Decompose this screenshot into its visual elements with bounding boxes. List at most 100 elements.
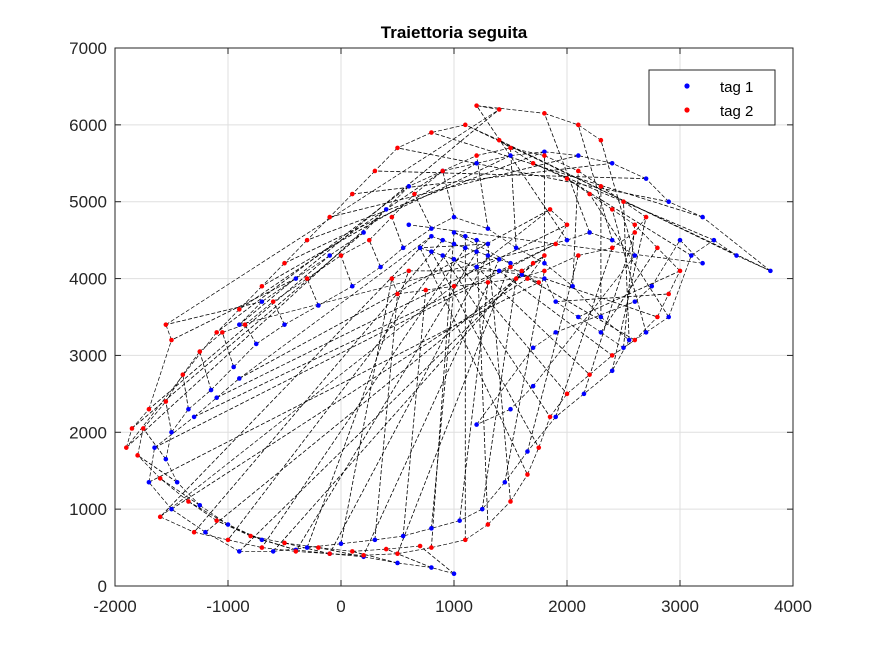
y-tick-label: 7000 bbox=[69, 39, 107, 58]
y-tick-label: 3000 bbox=[69, 346, 107, 365]
trajectory-line bbox=[679, 239, 703, 264]
data-point bbox=[553, 330, 558, 335]
data-point bbox=[643, 176, 649, 181]
series-2 bbox=[124, 103, 683, 558]
connector-line bbox=[476, 266, 590, 375]
data-point bbox=[304, 545, 310, 550]
trajectory-line bbox=[555, 301, 635, 333]
data-point bbox=[270, 549, 276, 554]
trajectory-line bbox=[165, 459, 178, 483]
data-point bbox=[502, 479, 508, 485]
trajectory-line bbox=[487, 501, 511, 525]
connector-line bbox=[126, 209, 387, 448]
data-point bbox=[700, 214, 705, 220]
data-point bbox=[440, 237, 446, 243]
data-point bbox=[237, 376, 242, 381]
connector-line bbox=[397, 263, 511, 554]
connector-line bbox=[193, 243, 556, 418]
data-point bbox=[643, 330, 649, 335]
data-point bbox=[304, 276, 310, 281]
data-point bbox=[169, 337, 174, 343]
data-point bbox=[186, 499, 191, 504]
data-point bbox=[677, 237, 683, 243]
data-point bbox=[485, 226, 491, 231]
connector-line bbox=[329, 155, 579, 218]
connector-line bbox=[374, 293, 398, 540]
trajectory-line bbox=[239, 286, 263, 310]
data-point bbox=[609, 245, 615, 251]
data-point bbox=[564, 391, 570, 397]
data-point bbox=[609, 237, 615, 243]
connector-line bbox=[419, 545, 455, 575]
data-point bbox=[129, 426, 135, 431]
data-point bbox=[395, 145, 400, 151]
data-point bbox=[576, 314, 581, 320]
data-point bbox=[338, 253, 344, 258]
data-point bbox=[463, 537, 468, 543]
data-point bbox=[547, 414, 553, 420]
connector-line bbox=[205, 255, 545, 533]
data-point bbox=[451, 214, 457, 220]
data-point bbox=[253, 341, 259, 347]
connector-line bbox=[555, 293, 669, 303]
trajectory-line bbox=[476, 266, 500, 272]
data-point bbox=[655, 314, 660, 320]
data-point bbox=[734, 253, 739, 258]
trajectory-line bbox=[566, 178, 590, 195]
trajectory-line bbox=[578, 170, 602, 187]
trajectory-line bbox=[544, 262, 573, 287]
trajectory-line bbox=[566, 374, 590, 395]
trajectory-line bbox=[527, 255, 545, 279]
connector-line bbox=[510, 147, 517, 248]
data-point bbox=[542, 268, 547, 274]
data-point bbox=[632, 299, 638, 304]
trajectory-line bbox=[515, 247, 545, 264]
connector-line bbox=[572, 170, 579, 287]
data-point bbox=[214, 395, 219, 401]
data-point bbox=[429, 545, 434, 550]
data-point bbox=[457, 518, 462, 523]
data-point bbox=[553, 241, 558, 247]
series-1 bbox=[146, 149, 773, 577]
trajectory-line bbox=[532, 332, 556, 349]
trajectory-line bbox=[623, 201, 647, 218]
connector-line bbox=[295, 251, 477, 552]
x-tick-label: 3000 bbox=[661, 597, 699, 616]
data-point bbox=[451, 571, 457, 577]
trajectory-line bbox=[544, 155, 579, 172]
connector-line bbox=[487, 243, 511, 502]
data-point bbox=[542, 149, 547, 155]
connector-line bbox=[306, 278, 319, 306]
connector-line bbox=[453, 259, 568, 395]
trajectory-line bbox=[182, 351, 201, 375]
data-point bbox=[429, 226, 434, 231]
trajectory-line bbox=[154, 416, 195, 448]
trajectory-line bbox=[165, 374, 184, 402]
data-point bbox=[163, 399, 169, 404]
data-point bbox=[214, 518, 219, 523]
trajectory-line bbox=[306, 216, 330, 241]
connector-line bbox=[623, 201, 630, 341]
trajectory-line bbox=[634, 216, 647, 233]
trajectory-line bbox=[510, 474, 528, 502]
y-tick-label: 4000 bbox=[69, 270, 107, 289]
data-point bbox=[282, 540, 287, 546]
connector-line bbox=[352, 162, 613, 195]
trajectory-line bbox=[340, 239, 370, 256]
data-point bbox=[304, 237, 310, 243]
connector-line bbox=[476, 155, 489, 229]
data-point bbox=[463, 122, 468, 128]
trajectory-line bbox=[193, 397, 217, 418]
data-point bbox=[598, 137, 604, 143]
data-point bbox=[451, 241, 457, 247]
data-point bbox=[350, 549, 355, 554]
data-point bbox=[542, 153, 547, 158]
data-point bbox=[423, 287, 429, 293]
series bbox=[124, 103, 773, 577]
connector-line bbox=[329, 255, 489, 554]
data-point bbox=[378, 264, 383, 270]
data-point bbox=[146, 406, 152, 412]
legend-marker-tag-2 bbox=[684, 107, 690, 113]
data-point bbox=[220, 330, 225, 335]
trajectory-line bbox=[645, 178, 669, 202]
